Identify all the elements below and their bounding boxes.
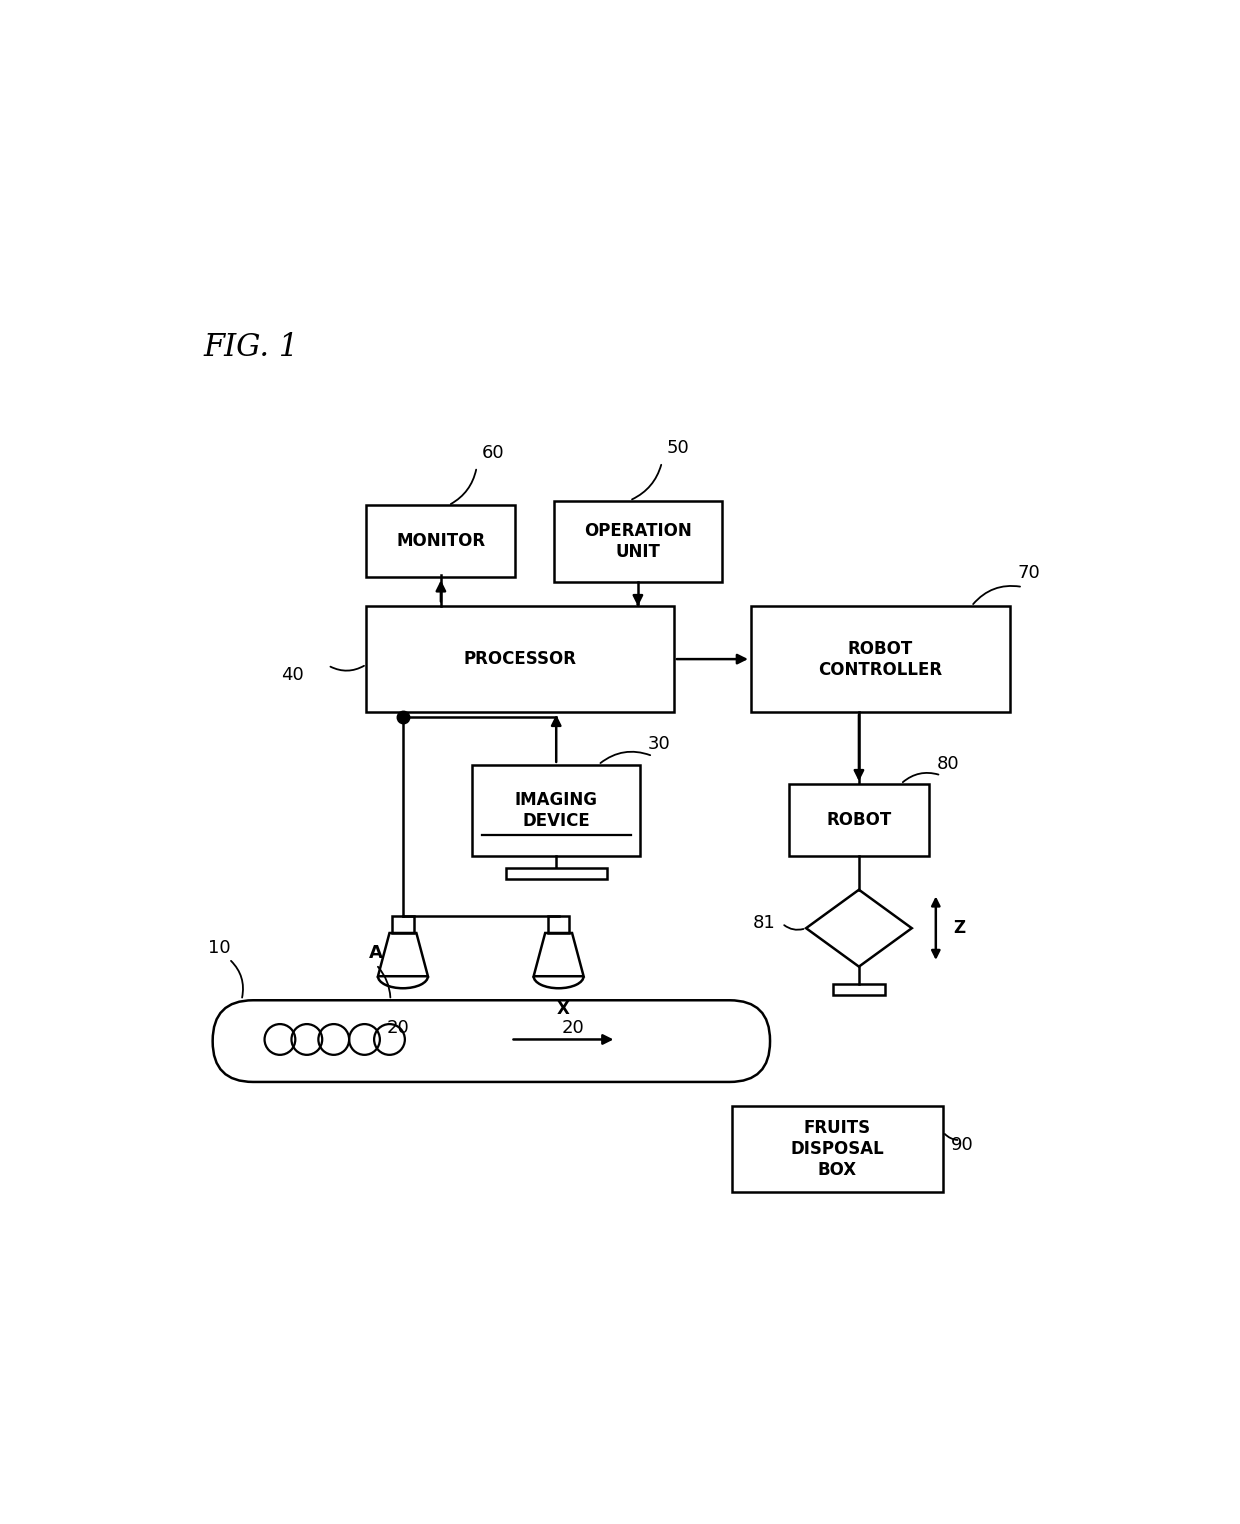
- Text: 30: 30: [649, 735, 671, 753]
- Text: 10: 10: [208, 939, 231, 957]
- Text: MONITOR: MONITOR: [397, 532, 485, 550]
- Bar: [392, 916, 413, 933]
- Text: X: X: [557, 1000, 570, 1018]
- Bar: [751, 607, 1011, 712]
- Text: 70: 70: [1018, 564, 1040, 582]
- Text: 40: 40: [281, 666, 304, 684]
- Text: ROBOT
CONTROLLER: ROBOT CONTROLLER: [818, 640, 942, 678]
- Text: ROBOT: ROBOT: [826, 811, 892, 829]
- Text: FRUITS
DISPOSAL
BOX: FRUITS DISPOSAL BOX: [790, 1120, 884, 1180]
- Text: FIG. 1: FIG. 1: [203, 332, 299, 363]
- Text: OPERATION
UNIT: OPERATION UNIT: [584, 523, 692, 561]
- Text: PROCESSOR: PROCESSOR: [464, 651, 577, 668]
- Bar: [367, 506, 516, 578]
- Bar: [554, 500, 722, 582]
- Text: Z: Z: [954, 919, 965, 937]
- Bar: [506, 867, 606, 879]
- Bar: [472, 765, 640, 856]
- Bar: [832, 985, 885, 995]
- Bar: [789, 783, 929, 856]
- Bar: [367, 607, 675, 712]
- Text: 20: 20: [562, 1020, 584, 1038]
- Text: 60: 60: [481, 443, 505, 462]
- Bar: [548, 916, 569, 933]
- FancyBboxPatch shape: [213, 1000, 770, 1082]
- Bar: [732, 1106, 942, 1192]
- Text: A: A: [370, 943, 383, 962]
- Text: 20: 20: [387, 1020, 409, 1038]
- Text: 81: 81: [753, 914, 776, 933]
- Text: IMAGING
DEVICE: IMAGING DEVICE: [515, 791, 598, 831]
- Text: 80: 80: [936, 754, 959, 773]
- Text: 90: 90: [951, 1135, 973, 1154]
- Text: 50: 50: [667, 439, 689, 457]
